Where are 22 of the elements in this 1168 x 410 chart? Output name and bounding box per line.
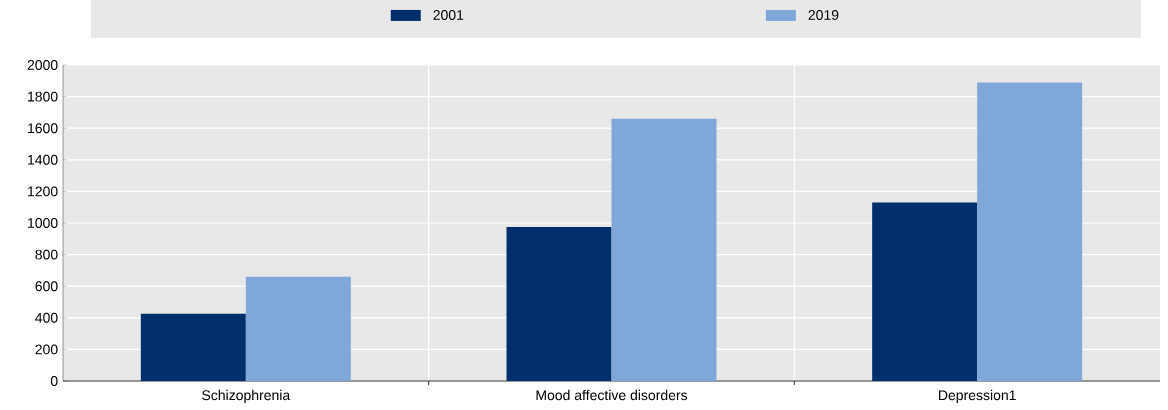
y-tick-label: 2000 [27,60,58,70]
y-tick-label: 600 [35,281,58,292]
bar [977,82,1083,381]
bar [140,313,246,381]
legend-label: 2001 [433,9,464,20]
bar [872,202,978,381]
y-tick-label: 1200 [28,186,58,197]
x-tick-label: Schizophrenia [202,389,291,403]
bar [611,118,717,381]
y-tick-label: 400 [35,312,58,323]
x-tick-label: Mood affective disorders [536,389,688,401]
y-tick-label: 1400 [28,154,58,165]
bar [245,276,351,381]
y-tick-label: 800 [35,249,58,260]
bar [506,226,612,381]
y-tick-label: 200 [35,344,58,355]
y-tick-label: 0 [50,376,58,386]
y-tick-label: 1000 [28,218,58,228]
y-tick-label: 1600 [28,123,58,134]
x-tick-label: Depression1 [939,389,1016,403]
y-tick-label: 1800 [28,91,58,102]
legend-label: 2019 [808,9,839,20]
